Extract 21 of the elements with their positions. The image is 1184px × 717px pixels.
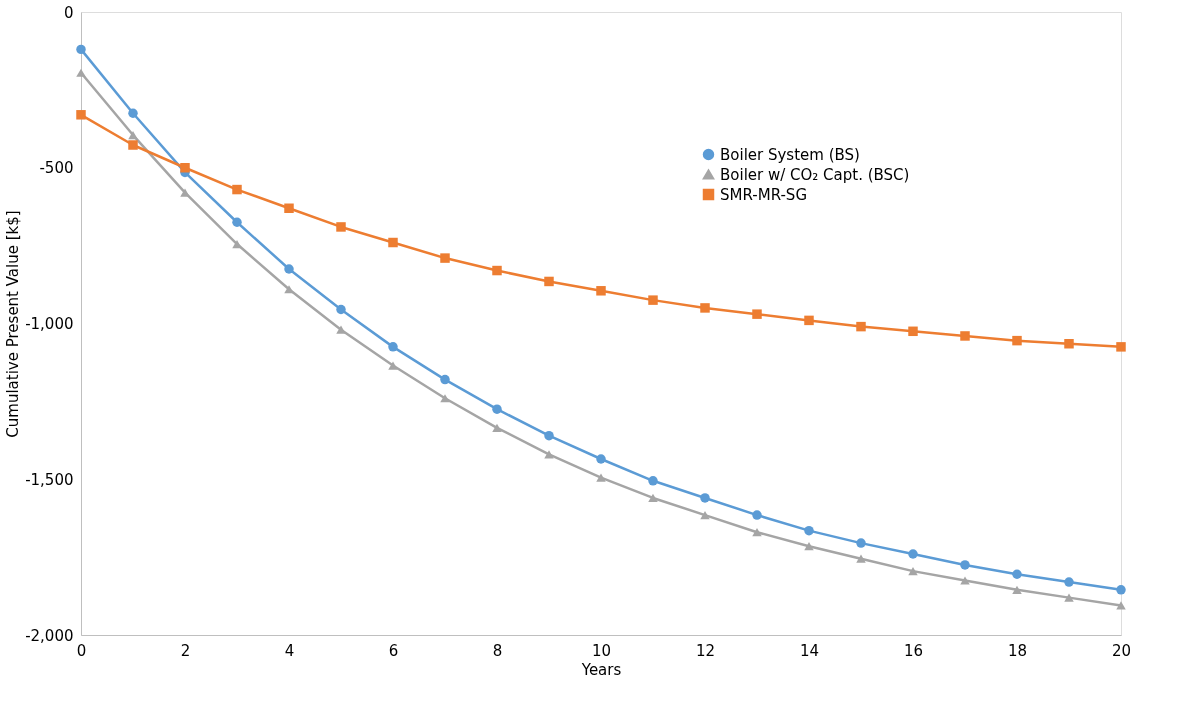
- x-tick-label: 14: [799, 641, 820, 660]
- x-tick-label: 4: [284, 641, 295, 660]
- x-tick-label: 12: [695, 641, 716, 660]
- legend-label: SMR-MR-SG: [720, 185, 808, 204]
- y-tick-label: -500: [39, 159, 74, 178]
- y-tick-label: 0: [63, 3, 74, 22]
- y-tick-label: -2,000: [25, 626, 74, 645]
- y-tick-label: -1,000: [25, 315, 74, 333]
- y-axis-title: Cumulative Present Value [k$]: [4, 210, 23, 438]
- x-tick-label: 6: [388, 641, 399, 660]
- x-tick-label: 16: [903, 641, 924, 660]
- x-tick-label: 2: [180, 641, 191, 660]
- x-tick-label: 20: [1111, 641, 1132, 660]
- x-tick-label: 18: [1007, 641, 1028, 660]
- y-tick-label: -1,500: [25, 470, 74, 489]
- legend-label: Boiler w/ CO₂ Capt. (BSC): [720, 165, 910, 184]
- x-tick-label: 0: [76, 641, 87, 660]
- legend-label: Boiler System (BS): [720, 145, 860, 164]
- x-axis-title: Years: [580, 660, 622, 679]
- x-tick-label: 10: [591, 641, 612, 660]
- x-tick-label: 8: [492, 641, 503, 660]
